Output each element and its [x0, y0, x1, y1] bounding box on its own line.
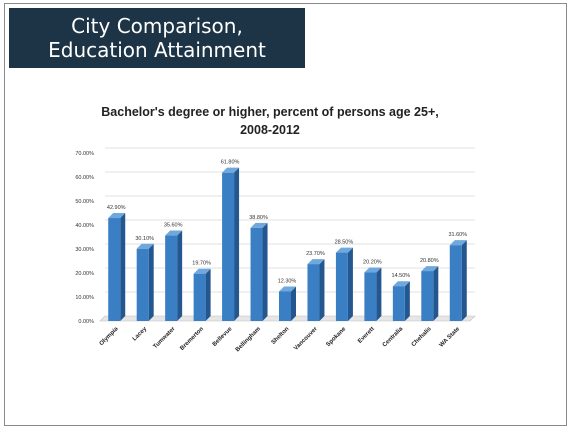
- bar-top: [392, 281, 410, 287]
- value-labels: 42.90% 30.10% 35.60% 19.70% 61.80% 38.80% 12.3…: [107, 160, 467, 285]
- bar: [193, 273, 206, 321]
- x-tick-label: Chehalis: [411, 326, 433, 348]
- y-tick-label: 60.00%: [75, 175, 94, 181]
- x-tick-label: WA State: [439, 326, 462, 349]
- y-tick-label: 10.00%: [75, 295, 94, 301]
- bar-value-label: 30.10%: [135, 236, 154, 242]
- bar-value-label: 14.50%: [392, 273, 411, 279]
- bar: [335, 252, 348, 321]
- bar-side: [148, 243, 154, 321]
- bar-value-label: 31.60%: [448, 232, 467, 238]
- x-tick-label: Shelton: [271, 326, 291, 346]
- bar-side: [404, 281, 410, 321]
- bar-value-label: 28.50%: [335, 240, 354, 246]
- x-tick-label: Bellevue: [212, 326, 234, 348]
- y-axis-tick-labels: 0.00% 10.00% 20.00% 30.00% 40.00% 50.00% 60.00…: [75, 151, 94, 325]
- bar-side: [376, 267, 382, 321]
- x-tick-label: Vancouver: [293, 326, 319, 352]
- bar-side: [319, 259, 325, 321]
- y-tick-label: 0.00%: [78, 319, 94, 325]
- bar-side: [291, 286, 296, 321]
- slide-title-line-1: City Comparison,: [71, 14, 243, 38]
- y-tick-label: 40.00%: [75, 223, 94, 229]
- bar-top: [279, 286, 296, 292]
- bar-value-label: 20.80%: [420, 258, 439, 264]
- x-tick-label: Everett: [357, 326, 376, 345]
- bar: [136, 248, 149, 321]
- bar-top: [449, 240, 467, 246]
- bar: [108, 218, 121, 321]
- y-tick-label: 20.00%: [75, 271, 94, 277]
- bar-value-label: 35.60%: [164, 223, 183, 229]
- y-tick-label: 30.00%: [75, 247, 94, 253]
- bar-top: [108, 213, 126, 219]
- x-tick-label: Bremerton: [179, 326, 205, 352]
- bar-side: [461, 240, 467, 321]
- bar-value-label: 61.80%: [221, 160, 240, 166]
- slide-title: City Comparison, Education Attainment: [9, 8, 305, 68]
- bar-top: [222, 167, 240, 173]
- chart-title-line-2: 2008-2012: [240, 123, 300, 137]
- bar-side: [234, 167, 240, 321]
- x-tick-label: Centralia: [382, 326, 405, 349]
- bar-value-label: 12.30%: [278, 278, 297, 284]
- bar: [279, 291, 291, 321]
- bar-top: [421, 266, 439, 272]
- bar: [165, 235, 178, 321]
- bar: [392, 286, 405, 321]
- bar: [421, 271, 434, 321]
- bar-value-label: 23.70%: [306, 251, 325, 257]
- chart-title-line-1: Bachelor's degree or higher, percent of …: [101, 105, 439, 119]
- bar-value-label: 19.70%: [192, 261, 211, 267]
- bar-side: [205, 268, 211, 321]
- bar-top: [136, 243, 154, 249]
- bar-value-label: 42.90%: [107, 205, 126, 211]
- slide-frame: City Comparison, Education Attainment: [4, 3, 567, 426]
- bar-value-label: 38.80%: [249, 215, 268, 221]
- bar: [222, 172, 235, 321]
- x-tick-label: Lacey: [132, 326, 149, 343]
- x-tick-label: Tumwater: [153, 326, 177, 350]
- bar-top: [364, 267, 382, 273]
- bar-side: [120, 213, 126, 321]
- bar-value-label: 20.20%: [363, 260, 382, 266]
- bar-top: [250, 222, 268, 228]
- bar: [449, 245, 462, 321]
- x-tick-label: Olympia: [99, 326, 120, 347]
- bar-side: [433, 266, 439, 321]
- bar: [250, 227, 263, 321]
- bar-top: [335, 247, 353, 253]
- x-tick-label: Spokane: [325, 326, 347, 348]
- x-tick-label: Bellingham: [235, 326, 262, 353]
- x-axis-tick-labels: Olympia Lacey Tumwater Bremerton Bellevue Bel…: [99, 326, 462, 354]
- bar-side: [177, 230, 183, 321]
- chart-title: Bachelor's degree or higher, percent of …: [60, 103, 480, 139]
- bar: [307, 264, 320, 321]
- bar-side: [262, 222, 268, 321]
- bar-top: [307, 259, 325, 265]
- bar-top: [193, 268, 211, 274]
- bar-side: [347, 247, 353, 321]
- y-tick-label: 70.00%: [75, 151, 94, 157]
- bars: [108, 167, 467, 321]
- slide-title-line-2: Education Attainment: [48, 38, 266, 62]
- bar-top: [165, 230, 183, 236]
- bar: [364, 272, 377, 321]
- y-tick-label: 50.00%: [75, 199, 94, 205]
